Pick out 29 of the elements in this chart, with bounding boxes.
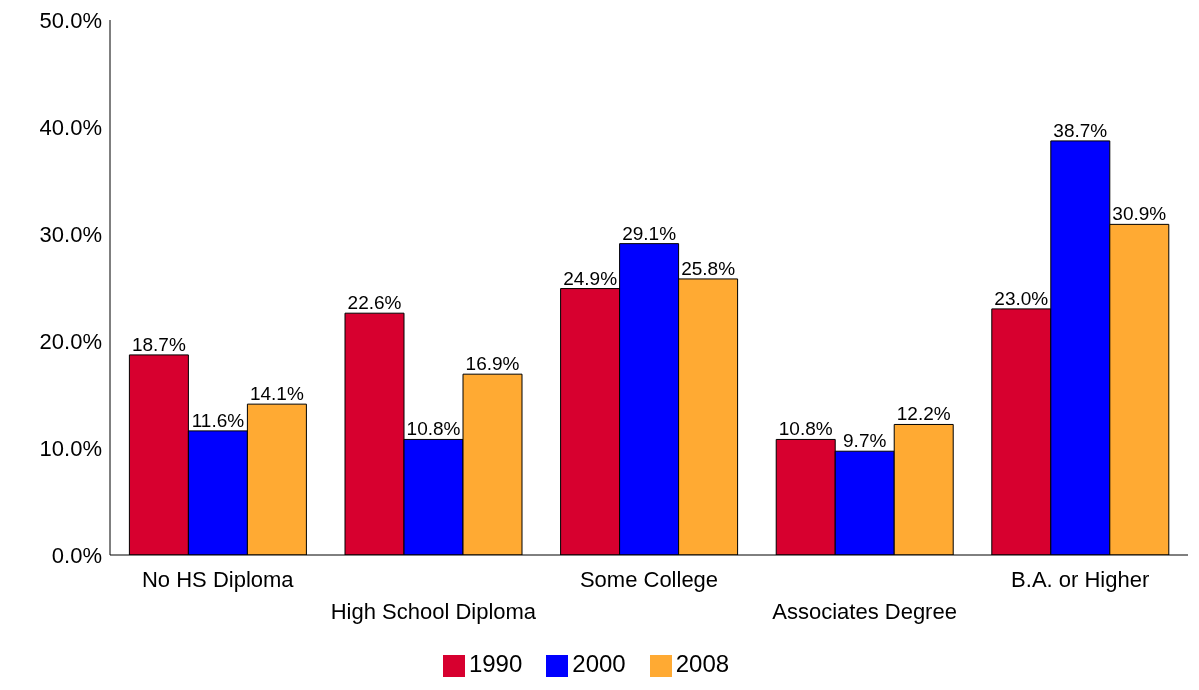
- x-tick-label: No HS Diploma: [142, 567, 295, 592]
- data-label: 24.9%: [563, 267, 618, 289]
- x-tick-label: Associates Degree: [772, 599, 957, 624]
- data-label: 22.6%: [347, 292, 402, 314]
- legend-label: 1990: [468, 650, 523, 677]
- x-tick-label: B.A. or Higher: [1011, 567, 1150, 592]
- data-label: 23.0%: [994, 287, 1049, 309]
- x-tick-label: High School Diploma: [330, 599, 537, 624]
- y-tick-label: 50.0%: [39, 7, 102, 33]
- x-tick-label: Some College: [579, 567, 719, 592]
- y-tick-label: 0.0%: [51, 542, 102, 568]
- legend-label: 2008: [675, 650, 730, 677]
- y-tick-label: 10.0%: [39, 435, 102, 461]
- data-label: 11.6%: [191, 409, 245, 431]
- data-label: 30.9%: [1112, 203, 1167, 225]
- data-label: 10.8%: [406, 418, 461, 440]
- data-label: 14.1%: [249, 383, 304, 405]
- data-label: 25.8%: [681, 257, 736, 279]
- y-tick-label: 40.0%: [39, 114, 102, 140]
- data-label: 38.7%: [1053, 119, 1108, 141]
- data-label: 29.1%: [622, 222, 677, 244]
- data-label: 9.7%: [843, 430, 887, 452]
- y-tick-label: 20.0%: [39, 328, 102, 354]
- data-label: 16.9%: [465, 353, 520, 375]
- data-label: 10.8%: [778, 418, 833, 440]
- y-tick-label: 30.0%: [39, 221, 102, 247]
- data-label: 12.2%: [896, 403, 951, 425]
- data-label: 18.7%: [131, 333, 186, 355]
- legend-label: 2000: [572, 650, 626, 677]
